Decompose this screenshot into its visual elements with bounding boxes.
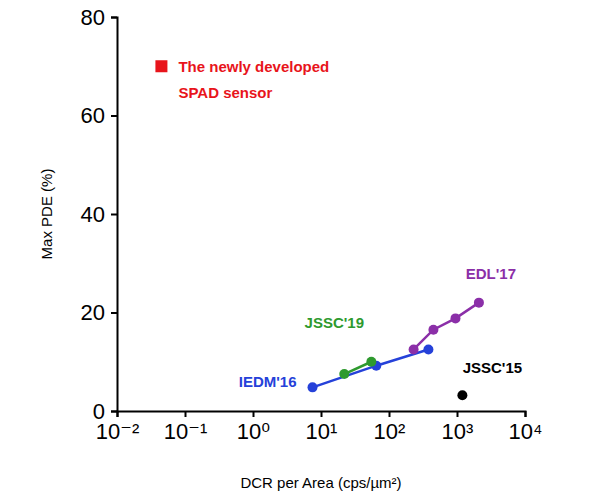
y-tick-mark bbox=[111, 411, 117, 413]
x-tick-mark bbox=[253, 411, 255, 417]
x-tick: 10⁰ bbox=[237, 411, 270, 444]
series-label-line: IEDM'16 bbox=[239, 373, 297, 390]
data-point bbox=[308, 382, 318, 392]
series bbox=[308, 344, 434, 392]
x-tick-mark bbox=[185, 411, 187, 417]
x-tick-mark bbox=[457, 411, 459, 417]
x-tick-label: 10⁻¹ bbox=[164, 419, 207, 444]
y-tick: 40 bbox=[81, 202, 117, 227]
y-tick-label: 20 bbox=[81, 300, 105, 325]
data-point bbox=[423, 344, 433, 354]
x-tick-label: 10² bbox=[374, 419, 406, 444]
x-tick-mark bbox=[321, 411, 323, 417]
y-tick-label: 0 bbox=[93, 399, 105, 424]
x-tick-label: 10⁰ bbox=[237, 419, 270, 444]
y-tick: 0 bbox=[93, 399, 117, 424]
y-axis-title: Max PDE (%) bbox=[38, 169, 55, 260]
data-point bbox=[457, 390, 467, 400]
series bbox=[457, 390, 467, 400]
y-tick-mark bbox=[111, 17, 117, 19]
x-axis: 10⁻²10⁻¹10⁰10¹10²10³10⁴ bbox=[96, 411, 543, 444]
series-label: JSSC'19 bbox=[305, 314, 364, 331]
x-tick: 10⁻¹ bbox=[164, 411, 207, 444]
y-axis: 0 20 40 60 80 bbox=[81, 5, 118, 424]
y-tick-mark bbox=[111, 312, 117, 314]
y-tick: 20 bbox=[81, 300, 117, 325]
y-tick-label: 40 bbox=[81, 202, 105, 227]
data-point bbox=[450, 313, 460, 323]
series bbox=[339, 357, 376, 379]
x-tick-label: 10¹ bbox=[306, 419, 338, 444]
y-tick-label: 80 bbox=[81, 5, 105, 30]
plot: 10⁻²10⁻¹10⁰10¹10²10³10⁴020406080IEDM'16J… bbox=[81, 5, 543, 444]
data-point bbox=[366, 357, 376, 367]
series-line bbox=[313, 349, 429, 387]
y-tick-mark bbox=[111, 115, 117, 117]
x-axis-title: DCR per Area (cps/µm²) bbox=[240, 474, 401, 491]
x-tick-label: 10³ bbox=[442, 419, 474, 444]
x-tick-mark bbox=[389, 411, 391, 417]
y-tick: 60 bbox=[81, 103, 117, 128]
series-label: IEDM'16 bbox=[239, 373, 297, 390]
series-label: The newly developed SPAD sensor bbox=[178, 58, 329, 101]
data-point bbox=[339, 369, 349, 379]
data-point bbox=[409, 344, 419, 354]
x-tick: 10³ bbox=[442, 411, 474, 444]
series bbox=[409, 298, 484, 355]
series-label-line: JSSC'19 bbox=[305, 314, 364, 331]
series-label: EDL'17 bbox=[466, 265, 516, 282]
y-tick: 80 bbox=[81, 5, 117, 30]
series-line bbox=[414, 303, 479, 350]
series-label-line: JSSC'15 bbox=[463, 359, 522, 376]
series-labels: IEDM'16 JSSC'19 EDL'17 JSSC'15 The newly dev… bbox=[178, 58, 522, 390]
x-axis-line bbox=[118, 412, 526, 418]
x-tick: 10⁴ bbox=[509, 411, 543, 444]
data-point bbox=[474, 298, 484, 308]
x-tick: 10² bbox=[374, 411, 406, 444]
y-tick-mark bbox=[111, 214, 117, 216]
y-tick-label: 60 bbox=[81, 103, 105, 128]
series bbox=[155, 60, 167, 72]
data-point bbox=[155, 60, 167, 72]
series-label-line: The newly developed bbox=[178, 58, 329, 75]
chart: 10⁻²10⁻¹10⁰10¹10²10³10⁴020406080IEDM'16J… bbox=[0, 0, 600, 500]
marks bbox=[155, 60, 483, 400]
data-point bbox=[428, 325, 438, 335]
y-axis-line bbox=[111, 18, 118, 412]
series-label-line: EDL'17 bbox=[466, 265, 516, 282]
series-label: JSSC'15 bbox=[463, 359, 522, 376]
x-tick-mark bbox=[525, 411, 527, 417]
x-tick-label: 10⁴ bbox=[509, 419, 543, 444]
x-tick: 10¹ bbox=[306, 411, 338, 444]
series-label-line: SPAD sensor bbox=[178, 84, 272, 101]
